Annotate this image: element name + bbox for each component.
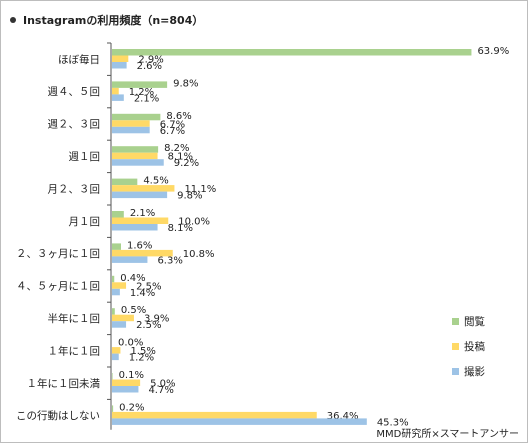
bar-投稿 (112, 282, 127, 289)
category-label: ほぼ毎日 (58, 53, 100, 66)
data-label: 0.2% (119, 402, 144, 413)
data-label: 2.9% (138, 55, 163, 66)
chart-title-row: Instagramの利用頻度（n=804） (10, 12, 203, 28)
bar-撮影 (112, 386, 139, 393)
legend-swatch-投稿 (452, 343, 459, 350)
data-label: 8.2% (164, 143, 189, 154)
bar-閲覧 (112, 373, 113, 380)
data-label: 10.0% (178, 217, 210, 228)
category-label: １年に１回未満 (27, 377, 101, 390)
bar-撮影 (112, 126, 150, 134)
data-label: 1.2% (129, 353, 154, 364)
bar-撮影 (112, 418, 367, 425)
data-label: 1.4% (130, 288, 155, 299)
data-label: 4.5% (143, 176, 168, 187)
bullet-icon (10, 17, 16, 23)
data-label: 8.6% (166, 111, 191, 122)
chart-title: Instagramの利用頻度（n=804） (23, 14, 204, 27)
data-label: 3.9% (144, 314, 169, 325)
bar-投稿 (112, 347, 121, 354)
bar-閲覧 (112, 81, 168, 88)
bar-閲覧 (112, 146, 159, 153)
bar-投稿 (112, 185, 175, 192)
data-label: 8.1% (168, 223, 193, 234)
data-label: 9.8% (177, 191, 202, 202)
data-label: 6.7% (160, 119, 185, 130)
data-label: 9.8% (173, 78, 198, 89)
data-label: 1.5% (130, 346, 155, 357)
data-label: 9.2% (174, 158, 199, 169)
category-label: 週１回 (69, 151, 101, 163)
source-credit: MMD研究所×スマートアンサー (376, 429, 519, 440)
bar-投稿 (112, 379, 141, 386)
data-label: 0.1% (119, 370, 144, 381)
category-label: 半年に１回 (48, 312, 101, 325)
category-label: 月２、３回 (48, 183, 101, 195)
bar-撮影 (112, 159, 164, 166)
legend-swatch-撮影 (452, 368, 459, 375)
data-label: 11.1% (184, 184, 216, 195)
data-label: 6.3% (157, 255, 182, 266)
data-label: 36.4% (327, 411, 359, 422)
bar-撮影 (112, 94, 124, 101)
category-label: ２、３ヶ月に１回 (16, 248, 100, 260)
data-label: 0.4% (120, 273, 145, 284)
data-label: 6.7% (160, 126, 185, 137)
category-label: １年に１回 (48, 344, 101, 357)
category-label: 週４、５回 (48, 86, 101, 98)
bar-投稿 (112, 217, 169, 224)
data-label: 1.2% (129, 87, 154, 98)
category-label: この行動はしない (16, 409, 100, 422)
bar-閲覧 (112, 308, 115, 315)
bar-閲覧 (112, 113, 161, 121)
data-label: 0.5% (121, 305, 146, 316)
bar-閲覧 (112, 211, 124, 218)
bar-撮影 (112, 191, 168, 199)
bar-投稿 (112, 411, 317, 419)
data-label: 1.6% (127, 240, 152, 251)
data-label: 0.0% (118, 338, 143, 349)
category-label: 週２、３回 (48, 119, 101, 131)
legend-label: 閲覧 (464, 315, 485, 328)
data-label: 8.1% (168, 152, 193, 163)
bar-撮影 (112, 288, 120, 296)
data-label: 5.0% (150, 379, 175, 390)
legend-swatch-閲覧 (452, 318, 459, 325)
data-label: 2.5% (136, 320, 161, 331)
legend-label: 撮影 (464, 365, 485, 378)
legend-label: 投稿 (464, 340, 485, 353)
data-label: 10.8% (183, 249, 215, 260)
category-label: 月１回 (69, 216, 101, 228)
bar-閲覧 (112, 178, 138, 186)
bar-撮影 (112, 353, 119, 361)
data-label: 63.9% (477, 46, 509, 57)
bar-閲覧 (112, 405, 114, 412)
category-label: ４、５ヶ月に１回 (16, 281, 100, 293)
data-label: 2.1% (130, 208, 155, 219)
bar-投稿 (112, 152, 158, 160)
bar-撮影 (112, 321, 127, 328)
bar-投稿 (112, 314, 134, 322)
bar-投稿 (112, 87, 119, 95)
bar-撮影 (112, 62, 127, 69)
bar-投稿 (112, 120, 150, 127)
bar-閲覧 (112, 243, 121, 250)
data-label: 2.6% (137, 61, 162, 72)
bar-投稿 (112, 249, 173, 257)
data-label: 2.1% (134, 93, 159, 104)
data-label: 4.7% (148, 385, 173, 396)
bar-投稿 (112, 55, 129, 62)
data-label: 45.3% (377, 417, 409, 428)
bar-撮影 (112, 224, 158, 231)
bar-閲覧 (112, 49, 472, 56)
bar-閲覧 (112, 275, 115, 283)
bar-撮影 (112, 256, 148, 263)
data-label: 2.5% (136, 281, 161, 292)
